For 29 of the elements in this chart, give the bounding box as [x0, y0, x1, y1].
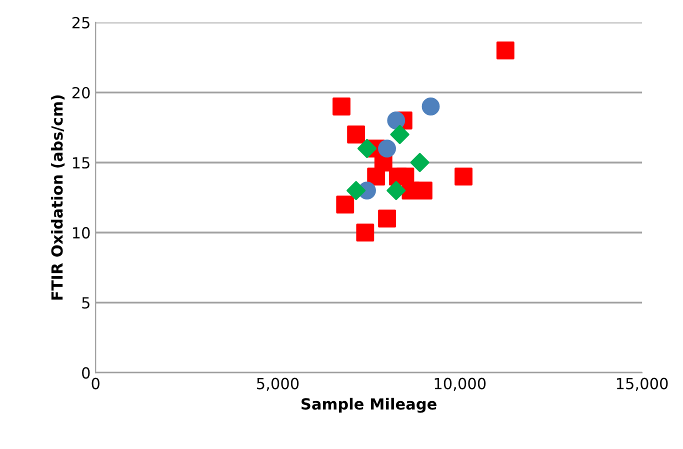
- point: [410, 152, 430, 172]
- point: [387, 112, 406, 130]
- x-tick-label: 5,000: [257, 378, 299, 391]
- y-tick-label: 20: [72, 86, 90, 99]
- point: [357, 138, 377, 158]
- point: [378, 140, 396, 158]
- x-tick-label: 15,000: [616, 378, 668, 391]
- y-tick-label: 15: [72, 157, 90, 169]
- point: [386, 181, 406, 200]
- point: [332, 98, 350, 116]
- point: [390, 124, 410, 144]
- point: [356, 224, 374, 242]
- point: [346, 181, 366, 200]
- point: [367, 168, 386, 186]
- x-tick-label: 0: [92, 378, 100, 390]
- point: [422, 98, 440, 116]
- y-tick-label: 0: [82, 367, 90, 379]
- y-tick-label: 5: [82, 297, 90, 309]
- y-tick-label: 10: [72, 227, 90, 239]
- x-axis-title: Sample Mileage: [302, 398, 436, 413]
- y-axis-title: FTIR Oxidation (abs/cm): [50, 95, 65, 300]
- x-tick-label: 10,000: [434, 378, 486, 391]
- point: [496, 42, 514, 60]
- point: [378, 210, 396, 228]
- point: [414, 182, 432, 200]
- point: [454, 168, 472, 186]
- y-tick-label: 25: [72, 16, 90, 28]
- point: [336, 196, 354, 214]
- point: [347, 126, 366, 144]
